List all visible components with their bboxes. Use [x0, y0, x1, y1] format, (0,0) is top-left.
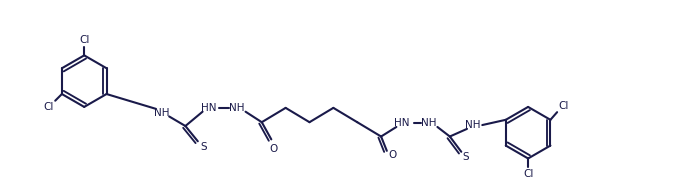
- Text: Cl: Cl: [523, 169, 533, 178]
- Text: HN: HN: [201, 103, 216, 113]
- Text: NH: NH: [229, 103, 245, 113]
- Text: Cl: Cl: [559, 101, 569, 111]
- Text: Cl: Cl: [79, 35, 89, 45]
- Text: O: O: [269, 144, 278, 154]
- Text: O: O: [389, 150, 397, 160]
- Text: S: S: [201, 142, 207, 152]
- Text: NH: NH: [465, 120, 481, 130]
- Text: NH: NH: [153, 108, 169, 118]
- Text: Cl: Cl: [44, 102, 54, 112]
- Text: S: S: [463, 151, 469, 162]
- Text: HN: HN: [394, 118, 410, 128]
- Text: NH: NH: [421, 118, 436, 128]
